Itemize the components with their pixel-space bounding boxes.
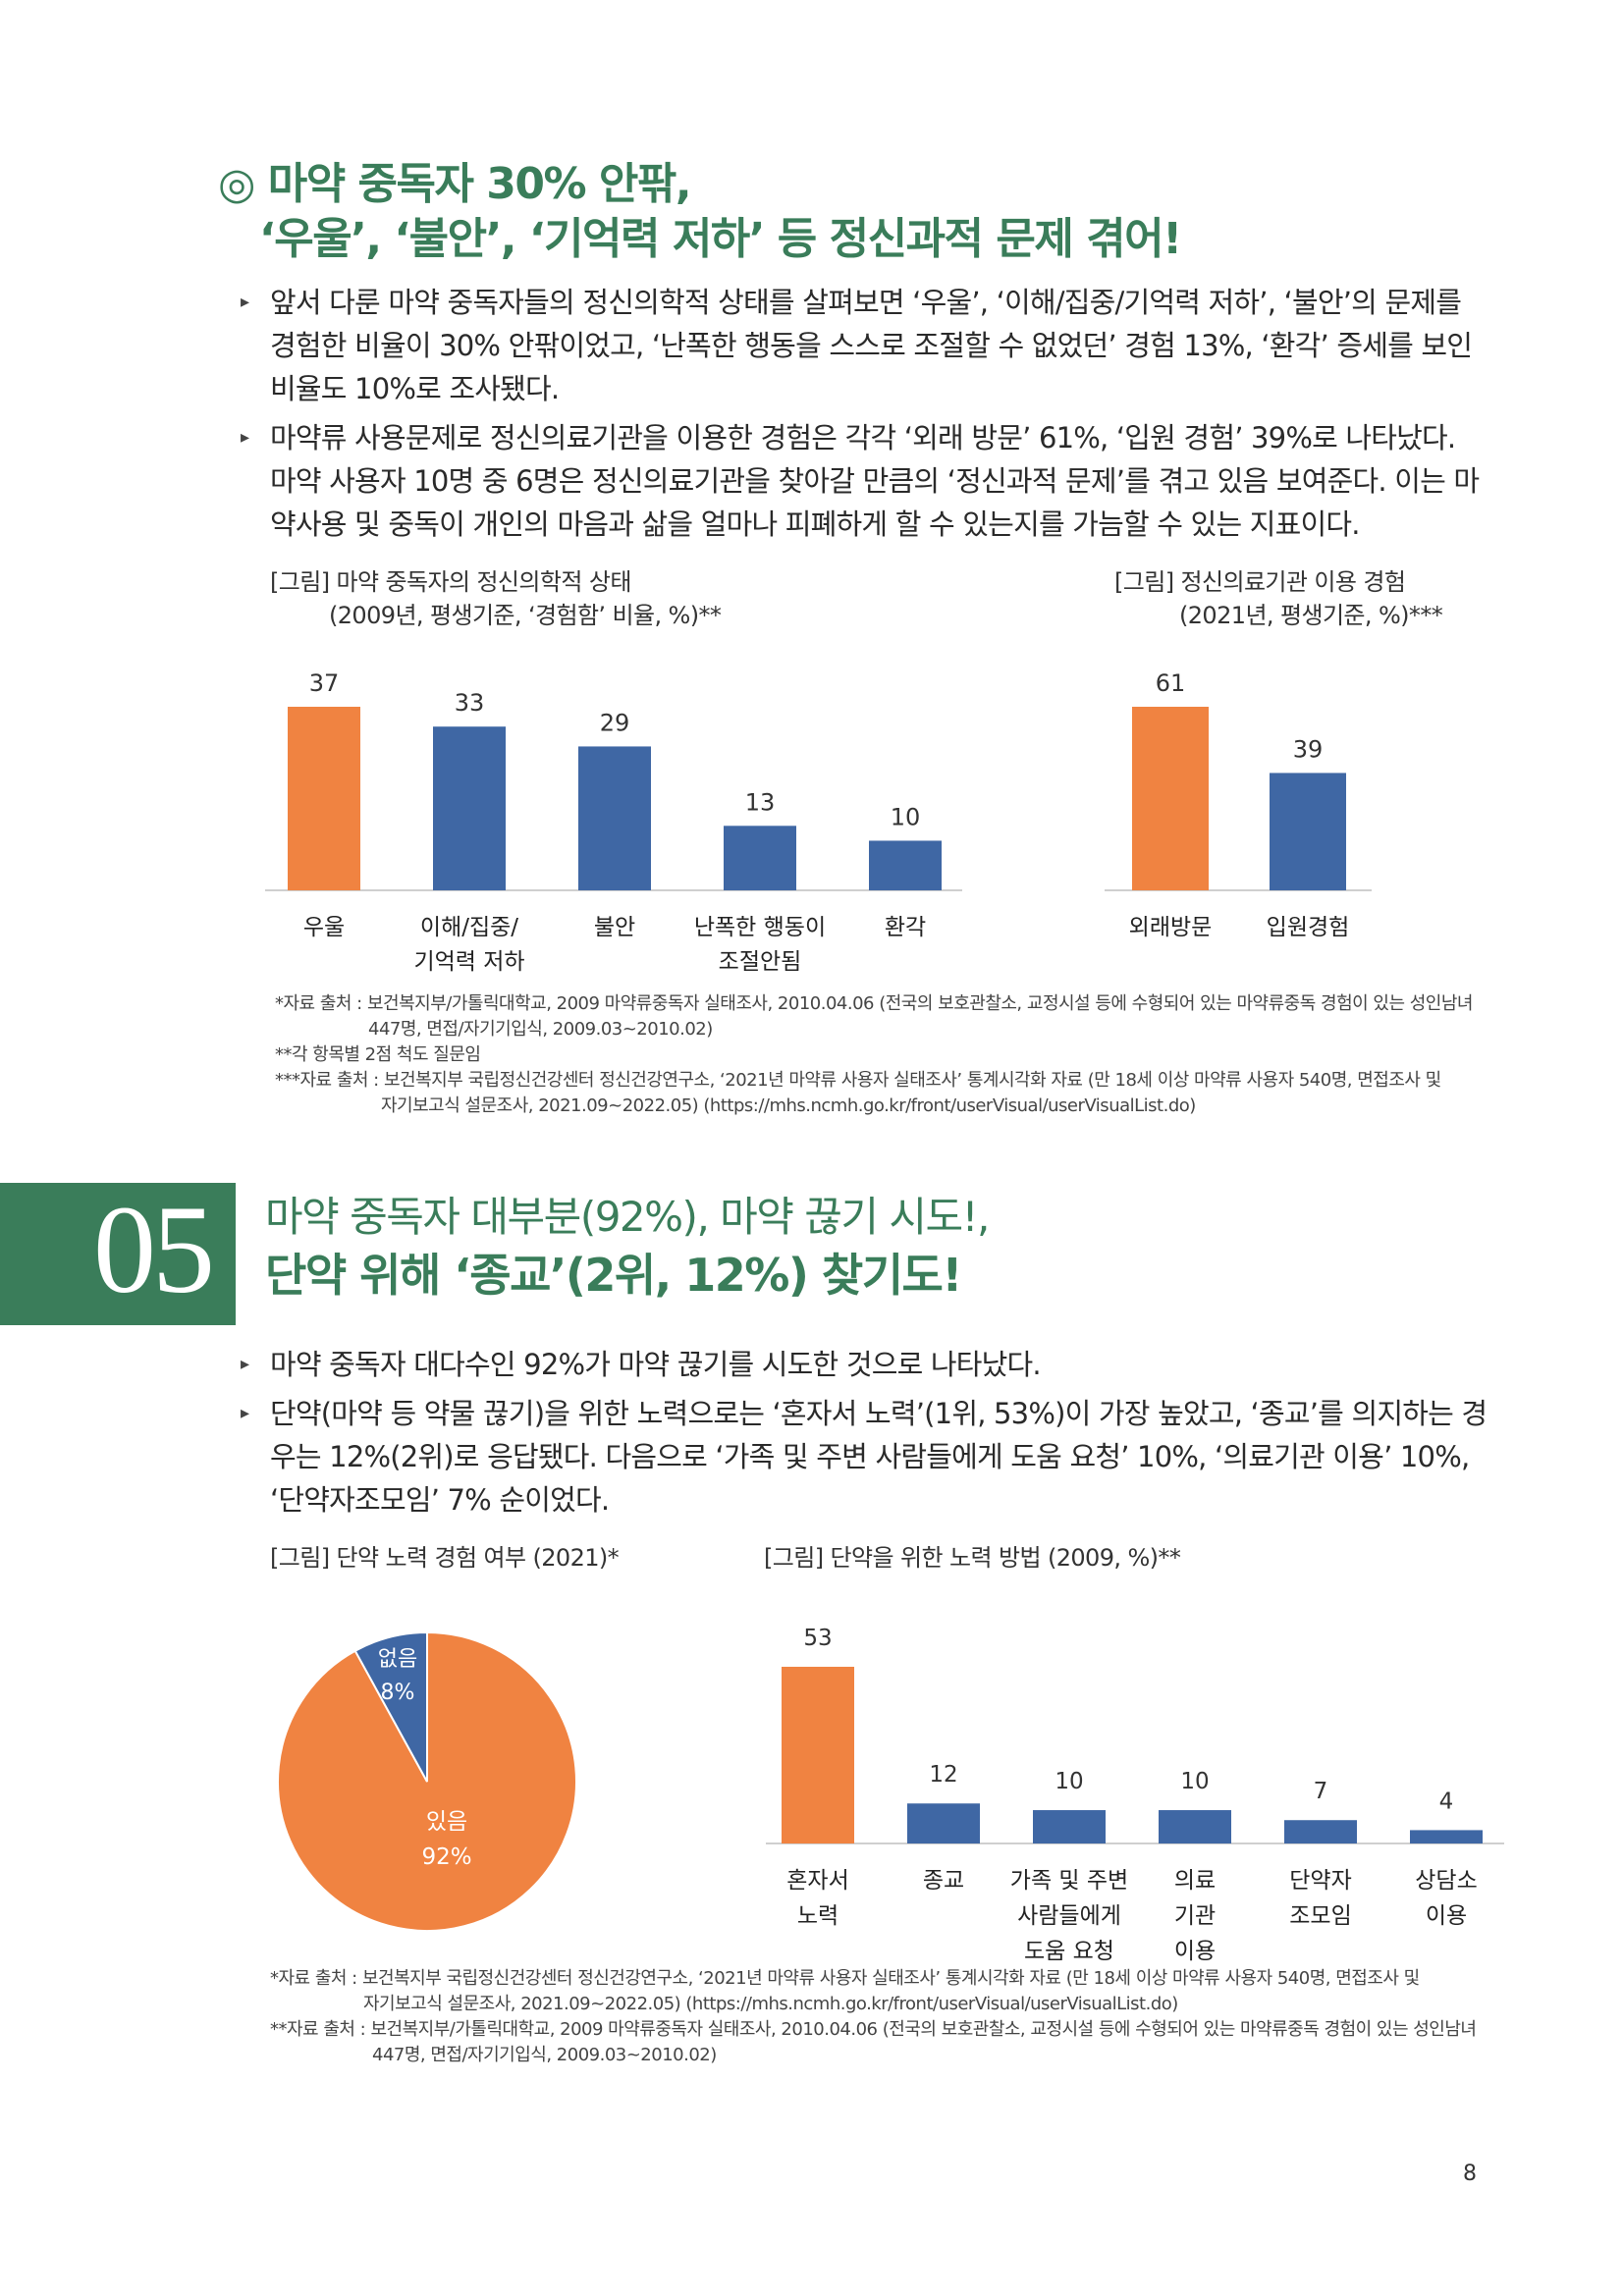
figure2-caption: [그림] 정신의료기관 이용 경험 (2021년, 평생기준, %)*** — [1114, 565, 1443, 632]
note-line: **자료 출처 : 보건복지부/가톨릭대학교, 2009 마약류중독자 실태조사… — [270, 2019, 1477, 2040]
category-label: 이해/집중/ — [420, 915, 518, 940]
data-label: 7 — [1314, 1779, 1328, 1804]
figure1-caption-line1: [그림] 마약 중독자의 정신의학적 상태 — [270, 568, 631, 596]
section1-bullets: 앞서 다룬 마약 중독자들의 정신의학적 상태를 살펴보면 ‘우울’, ‘이해/… — [241, 281, 1488, 552]
note-line: 자기보고식 설문조사, 2021.09~2022.05) (https://mh… — [363, 1994, 1178, 2014]
data-label: 29 — [600, 709, 630, 736]
figure2-caption-line1: [그림] 정신의료기관 이용 경험 — [1114, 568, 1406, 596]
note-line: 447명, 면접/자기기입식, 2009.03~2010.02) — [368, 1019, 713, 1040]
bullet-item: 마약류 사용문제로 정신의료기관을 이용한 경험은 각각 ‘외래 방문’ 61%… — [241, 416, 1488, 546]
figure1-caption-line2: (2009년, 평생기준, ‘경험함’ 비율, %)** — [329, 602, 722, 629]
category-label: 조모임 — [1289, 1903, 1351, 1929]
bullet-item: 마약 중독자 대다수인 92%가 마약 끊기를 시도한 것으로 나타났다. — [241, 1343, 1488, 1386]
data-label: 33 — [455, 689, 485, 717]
pie-slice — [353, 1630, 428, 1783]
figure1-caption: [그림] 마약 중독자의 정신의학적 상태 (2009년, 평생기준, ‘경험함… — [270, 565, 722, 632]
bar — [907, 1803, 980, 1843]
bar — [433, 726, 506, 890]
data-label: 12 — [929, 1762, 957, 1788]
note-line: **각 항목별 2점 척도 질문임 — [275, 1044, 481, 1065]
bar — [1033, 1810, 1106, 1843]
note-line: *자료 출처 : 보건복지부 국립정신건강센터 정신건강연구소, ‘2021년 … — [270, 1968, 1420, 1989]
category-label: 단약자 — [1289, 1868, 1351, 1894]
note-line: *자료 출처 : 보건복지부/가톨릭대학교, 2009 마약류중독자 실태조사,… — [275, 993, 1474, 1014]
category-label: 난폭한 행동이 — [694, 915, 826, 940]
bar — [1132, 707, 1209, 890]
section1-notes: *자료 출처 : 보건복지부/가톨릭대학교, 2009 마약류중독자 실태조사,… — [275, 991, 1502, 1119]
bar — [1410, 1830, 1483, 1843]
data-label: 13 — [745, 788, 776, 816]
category-label: 혼자서 — [786, 1868, 848, 1894]
category-label: 기관 — [1174, 1903, 1216, 1929]
slice-value: 8% — [381, 1681, 415, 1705]
data-label: 37 — [309, 669, 340, 697]
category-label: 기억력 저하 — [413, 949, 524, 975]
section-number-block — [0, 1183, 236, 1325]
data-label: 4 — [1439, 1789, 1454, 1814]
category-label: 도움 요청 — [1024, 1939, 1114, 1964]
note-line: ***자료 출처 : 보건복지부 국립정신건강센터 정신건강연구소, ‘2021… — [275, 1070, 1441, 1091]
clinic-use-bar-chart: 61 외래방문 39 입원경험 — [1105, 669, 1372, 940]
slice-label: 있음 — [426, 1809, 467, 1835]
data-label: 39 — [1293, 735, 1324, 763]
note-line: 자기보고식 설문조사, 2021.09~2022.05) (https://mh… — [381, 1095, 1196, 1116]
bar — [724, 826, 796, 890]
bar — [288, 707, 360, 890]
bar — [782, 1667, 854, 1843]
category-label: 상담소 — [1415, 1868, 1477, 1894]
slice-value: 92% — [421, 1844, 471, 1870]
section2-notes: *자료 출처 : 보건복지부 국립정신건강센터 정신건강연구소, ‘2021년 … — [270, 1966, 1507, 2068]
section1-title: ◎ 마약 중독자 30% 안팎, ‘우울’, ‘불안’, ‘기억력 저하’ 등 … — [218, 157, 1494, 267]
category-label: 이용 — [1426, 1903, 1467, 1929]
category-label: 의료 — [1174, 1868, 1216, 1894]
bar — [1284, 1820, 1357, 1843]
data-label: 53 — [803, 1626, 832, 1651]
section-number: 05 — [93, 1180, 215, 1319]
category-label: 사람들에게 — [1017, 1903, 1121, 1929]
note-line: 447명, 면접/자기기입식, 2009.03~2010.02) — [372, 2045, 717, 2065]
figure4-caption: [그림] 단약을 위한 노력 방법 (2009, %)** — [764, 1544, 1181, 1572]
category-label: 환각 — [885, 915, 926, 940]
bar — [869, 840, 942, 890]
section1-title-line2: ‘우울’, ‘불안’, ‘기억력 저하’ 등 정신과적 문제 겪어! — [259, 214, 1182, 264]
category-label: 노력 — [797, 1903, 839, 1929]
section2-title-line1: 마약 중독자 대부분(92%), 마약 끊기 시도!, — [265, 1193, 990, 1241]
bullet-item: 앞서 다룬 마약 중독자들의 정신의학적 상태를 살펴보면 ‘우울’, ‘이해/… — [241, 281, 1488, 410]
section1-title-line1: 마약 중독자 30% 안팎, — [267, 159, 692, 209]
bar — [1159, 1810, 1231, 1843]
figure2-caption-line2: (2021년, 평생기준, %)*** — [1179, 602, 1443, 629]
section2-title-line2: 단약 위해 ‘종교’(2위, 12%) 찾기도! — [265, 1249, 962, 1302]
bar — [578, 746, 651, 890]
bar — [1270, 773, 1346, 890]
category-label: 이용 — [1174, 1939, 1216, 1964]
page-number: 8 — [1463, 2162, 1477, 2186]
category-label: 조절안됨 — [719, 949, 802, 975]
figure3-caption: [그림] 단약 노력 경험 여부 (2021)* — [270, 1544, 620, 1572]
quit-attempt-pie-chart: 있음 92% 없음 8% — [277, 1630, 577, 1932]
category-label: 우울 — [303, 915, 345, 940]
data-label: 10 — [891, 803, 921, 830]
data-label: 10 — [1180, 1769, 1209, 1794]
data-label: 61 — [1156, 669, 1186, 697]
section2-title: 마약 중독자 대부분(92%), 마약 끊기 시도!, 단약 위해 ‘종교’(2… — [265, 1190, 1542, 1306]
slice-label: 없음 — [378, 1647, 417, 1672]
category-label: 외래방문 — [1129, 915, 1213, 940]
bullet-item: 단약(마약 등 약물 끊기)을 위한 노력으로는 ‘혼자서 노력’(1위, 53… — [241, 1392, 1488, 1522]
category-label: 종교 — [923, 1868, 964, 1894]
data-label: 10 — [1055, 1769, 1083, 1794]
category-label: 불안 — [594, 915, 635, 940]
section2-bullets: 마약 중독자 대다수인 92%가 마약 끊기를 시도한 것으로 나타났다. 단약… — [241, 1343, 1488, 1527]
double-circle-icon: ◎ — [218, 159, 255, 209]
category-label: 가족 및 주변 — [1010, 1868, 1128, 1894]
category-label: 입원경험 — [1267, 915, 1350, 940]
